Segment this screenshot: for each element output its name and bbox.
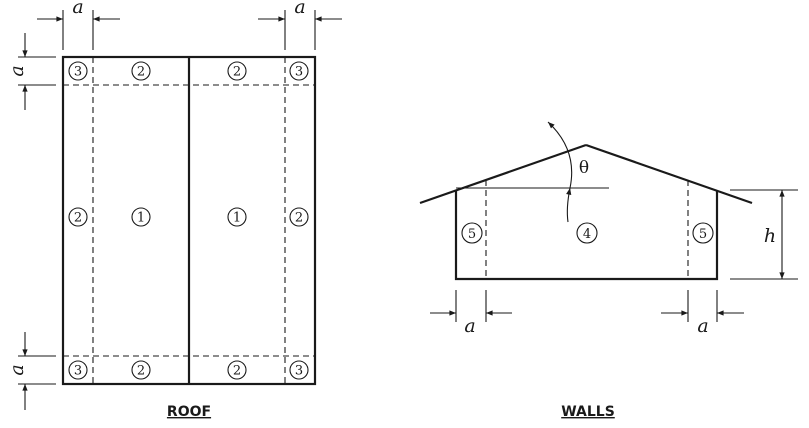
roof-slope-left: [419, 143, 587, 205]
svg-text:h: h: [764, 225, 776, 247]
roof-dimension-a-left-bottom: a: [6, 332, 56, 410]
svg-text:1: 1: [137, 211, 145, 226]
svg-text:2: 2: [137, 364, 145, 379]
roof-dimension-a-top-left: a: [37, 0, 120, 50]
svg-text:a: a: [72, 0, 83, 18]
svg-text:2: 2: [233, 65, 241, 80]
roof-dimension-a-left-top: a: [6, 33, 56, 110]
svg-text:2: 2: [137, 65, 145, 80]
roof-dimension-a-top-right: a: [258, 0, 342, 50]
wall-outline: [454, 190, 719, 281]
roof-zone-marker-edge: 2: [289, 207, 309, 227]
roof-plan: 3 2 2 3 2 1 1 2: [6, 0, 342, 420]
roof-zone-marker-corner: 3: [68, 360, 88, 380]
roof-zone-marker-edge: 2: [227, 360, 247, 380]
svg-text:3: 3: [295, 364, 303, 379]
walls-caption: WALLS: [561, 404, 615, 420]
svg-text:a: a: [464, 315, 475, 337]
svg-text:4: 4: [583, 227, 591, 242]
wall-dimension-h: h: [730, 189, 798, 280]
wall-zone-marker-interior: 4: [576, 222, 598, 244]
wall-dimension-a-right: a: [661, 290, 744, 337]
roof-zone-marker-interior: 1: [227, 207, 247, 227]
roof-caption: ROOF: [167, 404, 211, 420]
angle-label: θ: [579, 158, 589, 178]
svg-text:1: 1: [233, 211, 241, 226]
roof-zone-marker-edge: 2: [131, 61, 151, 81]
wall-dimension-a-left: a: [430, 290, 512, 337]
svg-text:3: 3: [74, 65, 82, 80]
roof-zone-marker-edge: 2: [131, 360, 151, 380]
svg-text:3: 3: [74, 364, 82, 379]
walls-elevation: θ 5 4 5 h a: [419, 121, 798, 420]
svg-text:3: 3: [295, 65, 303, 80]
svg-text:5: 5: [699, 227, 707, 242]
svg-text:2: 2: [74, 211, 82, 226]
roof-zone-marker-corner: 3: [289, 360, 309, 380]
svg-text:a: a: [6, 364, 28, 375]
svg-text:a: a: [6, 65, 28, 76]
wall-zone-marker-end: 5: [461, 222, 483, 244]
svg-text:2: 2: [295, 211, 303, 226]
roof-slope-right: [585, 143, 753, 205]
svg-text:a: a: [294, 0, 305, 18]
angle-arc-upper: [547, 121, 573, 189]
roof-zone-marker-interior: 1: [131, 207, 151, 227]
wall-zone-marker-end: 5: [692, 222, 714, 244]
svg-text:a: a: [697, 315, 708, 337]
roof-zone-marker-corner: 3: [68, 61, 88, 81]
roof-zone-marker-edge: 2: [227, 61, 247, 81]
svg-text:2: 2: [233, 364, 241, 379]
svg-text:5: 5: [468, 227, 476, 242]
roof-zone-marker-corner: 3: [289, 61, 309, 81]
angle-arc-lower: [566, 187, 572, 223]
roof-zone-marker-edge: 2: [68, 207, 88, 227]
